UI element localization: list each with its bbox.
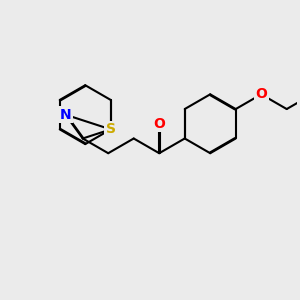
Text: O: O [255, 87, 267, 101]
Text: S: S [106, 122, 116, 136]
Text: O: O [153, 117, 165, 131]
Text: N: N [60, 108, 71, 122]
